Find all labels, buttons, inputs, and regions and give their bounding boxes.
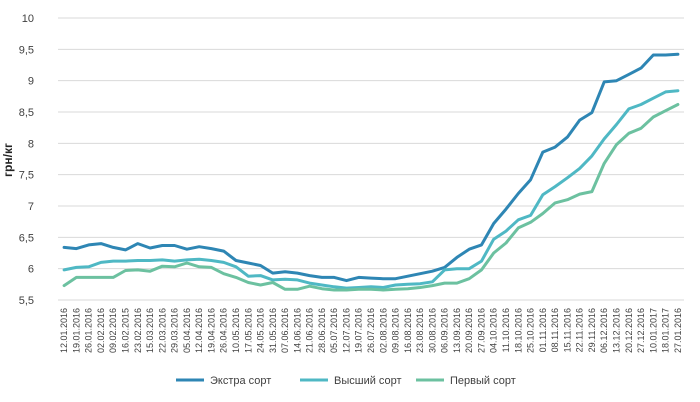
x-tick-label: 08.11.2016 — [550, 308, 560, 352]
x-tick-label: 21.06.2016 — [305, 308, 315, 353]
x-tick-label: 27.12.2016 — [636, 308, 646, 353]
x-tick-label: 10.05.2016 — [231, 308, 241, 353]
x-tick-label: 23.02.2016 — [133, 308, 143, 353]
x-tick-label: 12.01.2016 — [59, 308, 69, 353]
x-tick-label: 15.11.2016 — [562, 308, 572, 352]
x-tick-label: 14.06.2016 — [292, 308, 302, 353]
x-tick-label: 18.10.2016 — [513, 308, 523, 353]
x-tick-label: 01.11.2016 — [538, 308, 548, 352]
x-tick-label: 27.09.2016 — [476, 308, 486, 353]
x-tick-label: 23.08.2016 — [415, 308, 425, 353]
series-line — [62, 89, 680, 290]
x-tick-label: 07.06.2016 — [280, 308, 290, 353]
x-tick-label: 04.10.2016 — [489, 308, 499, 353]
x-tick-label: 10.01.2017 — [648, 308, 658, 353]
x-tick-label: 12.04.2016 — [194, 308, 204, 353]
y-tick-label: 9 — [28, 76, 34, 88]
y-tick-label: 5,5 — [19, 295, 34, 307]
x-tick-label: 19.01.2016 — [71, 308, 81, 353]
x-tick-label: 22.11.2016 — [575, 308, 585, 352]
x-tick-label: 19.07.2016 — [354, 308, 364, 353]
x-tick-label: 26.07.2016 — [366, 308, 376, 353]
y-axis-label: грн/кг — [1, 143, 15, 177]
x-tick-label: 18.01.2017 — [661, 308, 671, 353]
x-tick-label: 16.02.2015 — [121, 308, 131, 353]
x-tick-label: 05.04.2016 — [182, 308, 192, 353]
x-tick-label: 02.08.2016 — [378, 308, 388, 353]
y-tick-label: 6,5 — [19, 232, 34, 244]
x-tick-label: 19.04.2016 — [206, 308, 216, 353]
x-tick-label: 26.01.2016 — [84, 308, 94, 353]
y-tick-label: 10 — [22, 13, 34, 25]
x-tick-label: 16.08.2016 — [403, 308, 413, 353]
y-tick-label: 6 — [28, 264, 34, 276]
legend-label: Экстра сорт — [210, 375, 271, 387]
x-tick-label: 05.07.2016 — [329, 308, 339, 353]
x-tick-label: 22.03.2016 — [157, 308, 167, 353]
x-tick-label: 13.09.2016 — [452, 308, 462, 353]
series-line — [62, 52, 680, 283]
series-line — [62, 103, 680, 292]
x-tick-label: 06.09.2016 — [440, 308, 450, 353]
x-tick-label: 29.03.2016 — [170, 308, 180, 353]
x-tick-label: 15.03.2016 — [145, 308, 155, 353]
y-tick-label: 7 — [28, 201, 34, 213]
x-tick-label: 29.11.2016 — [587, 308, 597, 352]
x-tick-label: 25.10.2016 — [526, 308, 536, 353]
x-tick-label: 26.04.2016 — [219, 308, 229, 353]
x-tick-label: 06.12.2016 — [599, 308, 609, 353]
x-tick-label: 24.05.2016 — [256, 308, 266, 353]
x-tick-label: 20.09.2016 — [464, 308, 474, 353]
x-tick-label: 17.05.2016 — [243, 308, 253, 353]
x-tick-label: 27.01.2016 — [673, 308, 683, 353]
x-tick-label: 02.02.2016 — [96, 308, 106, 353]
y-tick-label: 8,5 — [19, 107, 34, 119]
legend-label: Высший сорт — [334, 375, 402, 387]
x-tick-label: 28.06.2016 — [317, 308, 327, 353]
y-tick-label: 8 — [28, 138, 34, 150]
x-tick-label: 13.12.2016 — [611, 308, 621, 353]
x-tick-label: 31.05.2016 — [268, 308, 278, 353]
x-tick-label: 30.08.2016 — [427, 308, 437, 353]
y-tick-label: 7,5 — [19, 170, 34, 182]
x-tick-label: 12.07.2016 — [341, 308, 351, 353]
y-tick-label: 9,5 — [19, 44, 34, 56]
x-tick-label: 20.12.2016 — [624, 308, 634, 353]
x-tick-label: 09.02.2016 — [108, 308, 118, 353]
x-tick-label: 11.10.2016 — [501, 308, 511, 352]
x-tick-label: 09.08.2016 — [391, 308, 401, 353]
legend-label: Первый сорт — [450, 375, 516, 387]
